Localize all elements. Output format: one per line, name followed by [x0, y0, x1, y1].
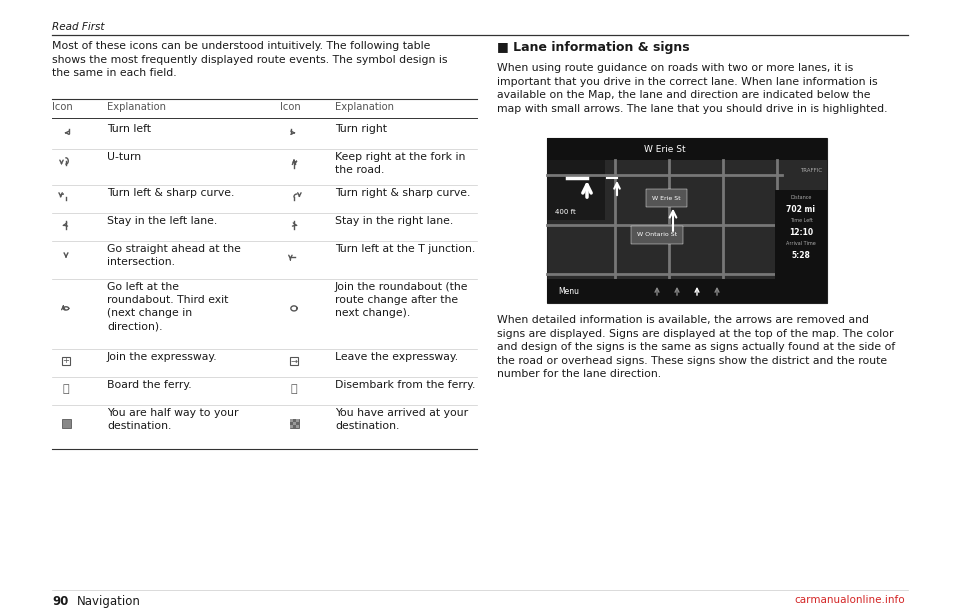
Text: Arrival Time: Arrival Time [786, 241, 816, 246]
FancyBboxPatch shape [296, 419, 299, 422]
Text: W Ontario St: W Ontario St [637, 233, 677, 238]
Text: 5:28: 5:28 [792, 251, 810, 260]
Text: 12:10: 12:10 [789, 228, 813, 237]
Text: ⛴: ⛴ [62, 384, 69, 393]
Text: Turn right & sharp curve.: Turn right & sharp curve. [335, 188, 470, 198]
Text: 702 mi: 702 mi [786, 205, 815, 214]
Text: 400 ft: 400 ft [555, 209, 576, 215]
FancyBboxPatch shape [547, 279, 827, 303]
Text: When detailed information is available, the arrows are removed and
signs are dis: When detailed information is available, … [497, 315, 896, 379]
FancyBboxPatch shape [547, 160, 605, 220]
Text: 90: 90 [52, 595, 68, 608]
Text: →: → [291, 356, 298, 365]
Text: Explanation: Explanation [107, 102, 166, 112]
Text: Most of these icons can be understood intuitively. The following table
shows the: Most of these icons can be understood in… [52, 41, 447, 78]
Text: You have arrived at your
destination.: You have arrived at your destination. [335, 408, 468, 431]
FancyBboxPatch shape [290, 419, 293, 422]
Text: Leave the expressway.: Leave the expressway. [335, 352, 458, 362]
Text: Stay in the right lane.: Stay in the right lane. [335, 216, 453, 226]
Text: Disembark from the ferry.: Disembark from the ferry. [335, 380, 475, 390]
FancyBboxPatch shape [547, 138, 827, 160]
Text: Icon: Icon [52, 102, 73, 112]
Text: carmanualonline.info: carmanualonline.info [794, 595, 905, 605]
FancyBboxPatch shape [775, 190, 827, 279]
Text: Turn right: Turn right [335, 124, 387, 134]
Text: Read First: Read First [52, 22, 105, 32]
Text: ■ Lane information & signs: ■ Lane information & signs [497, 41, 689, 54]
Text: Distance: Distance [790, 195, 812, 200]
Text: W Erie St: W Erie St [652, 196, 681, 200]
Text: TRAFFIC: TRAFFIC [800, 167, 822, 172]
Text: Stay in the left lane.: Stay in the left lane. [107, 216, 217, 226]
Text: Explanation: Explanation [335, 102, 394, 112]
FancyBboxPatch shape [296, 425, 299, 428]
FancyBboxPatch shape [290, 425, 293, 428]
FancyBboxPatch shape [293, 422, 296, 425]
Text: Board the ferry.: Board the ferry. [107, 380, 192, 390]
Text: Keep right at the fork in
the road.: Keep right at the fork in the road. [335, 152, 466, 175]
FancyBboxPatch shape [290, 419, 299, 428]
Text: Join the expressway.: Join the expressway. [107, 352, 218, 362]
Text: Turn left: Turn left [107, 124, 151, 134]
FancyBboxPatch shape [547, 138, 827, 303]
Text: U-turn: U-turn [107, 152, 141, 162]
Text: Go left at the
roundabout. Third exit
(next change in
direction).: Go left at the roundabout. Third exit (n… [107, 282, 228, 332]
Text: Turn left & sharp curve.: Turn left & sharp curve. [107, 188, 234, 198]
Text: W Erie St: W Erie St [644, 144, 685, 153]
Text: You are half way to your
destination.: You are half way to your destination. [107, 408, 238, 431]
Text: ⛴: ⛴ [291, 384, 298, 393]
Text: +: + [62, 356, 69, 365]
Text: When using route guidance on roads with two or more lanes, it is
important that : When using route guidance on roads with … [497, 63, 887, 114]
Text: Join the roundabout (the
route change after the
next change).: Join the roundabout (the route change af… [335, 282, 468, 318]
Text: Turn left at the T junction.: Turn left at the T junction. [335, 244, 475, 254]
Text: Navigation: Navigation [77, 595, 141, 608]
Text: Icon: Icon [280, 102, 300, 112]
Text: Time Left: Time Left [789, 218, 812, 223]
Text: Menu: Menu [559, 287, 580, 296]
Text: Go straight ahead at the
intersection.: Go straight ahead at the intersection. [107, 244, 241, 267]
FancyBboxPatch shape [61, 419, 70, 428]
